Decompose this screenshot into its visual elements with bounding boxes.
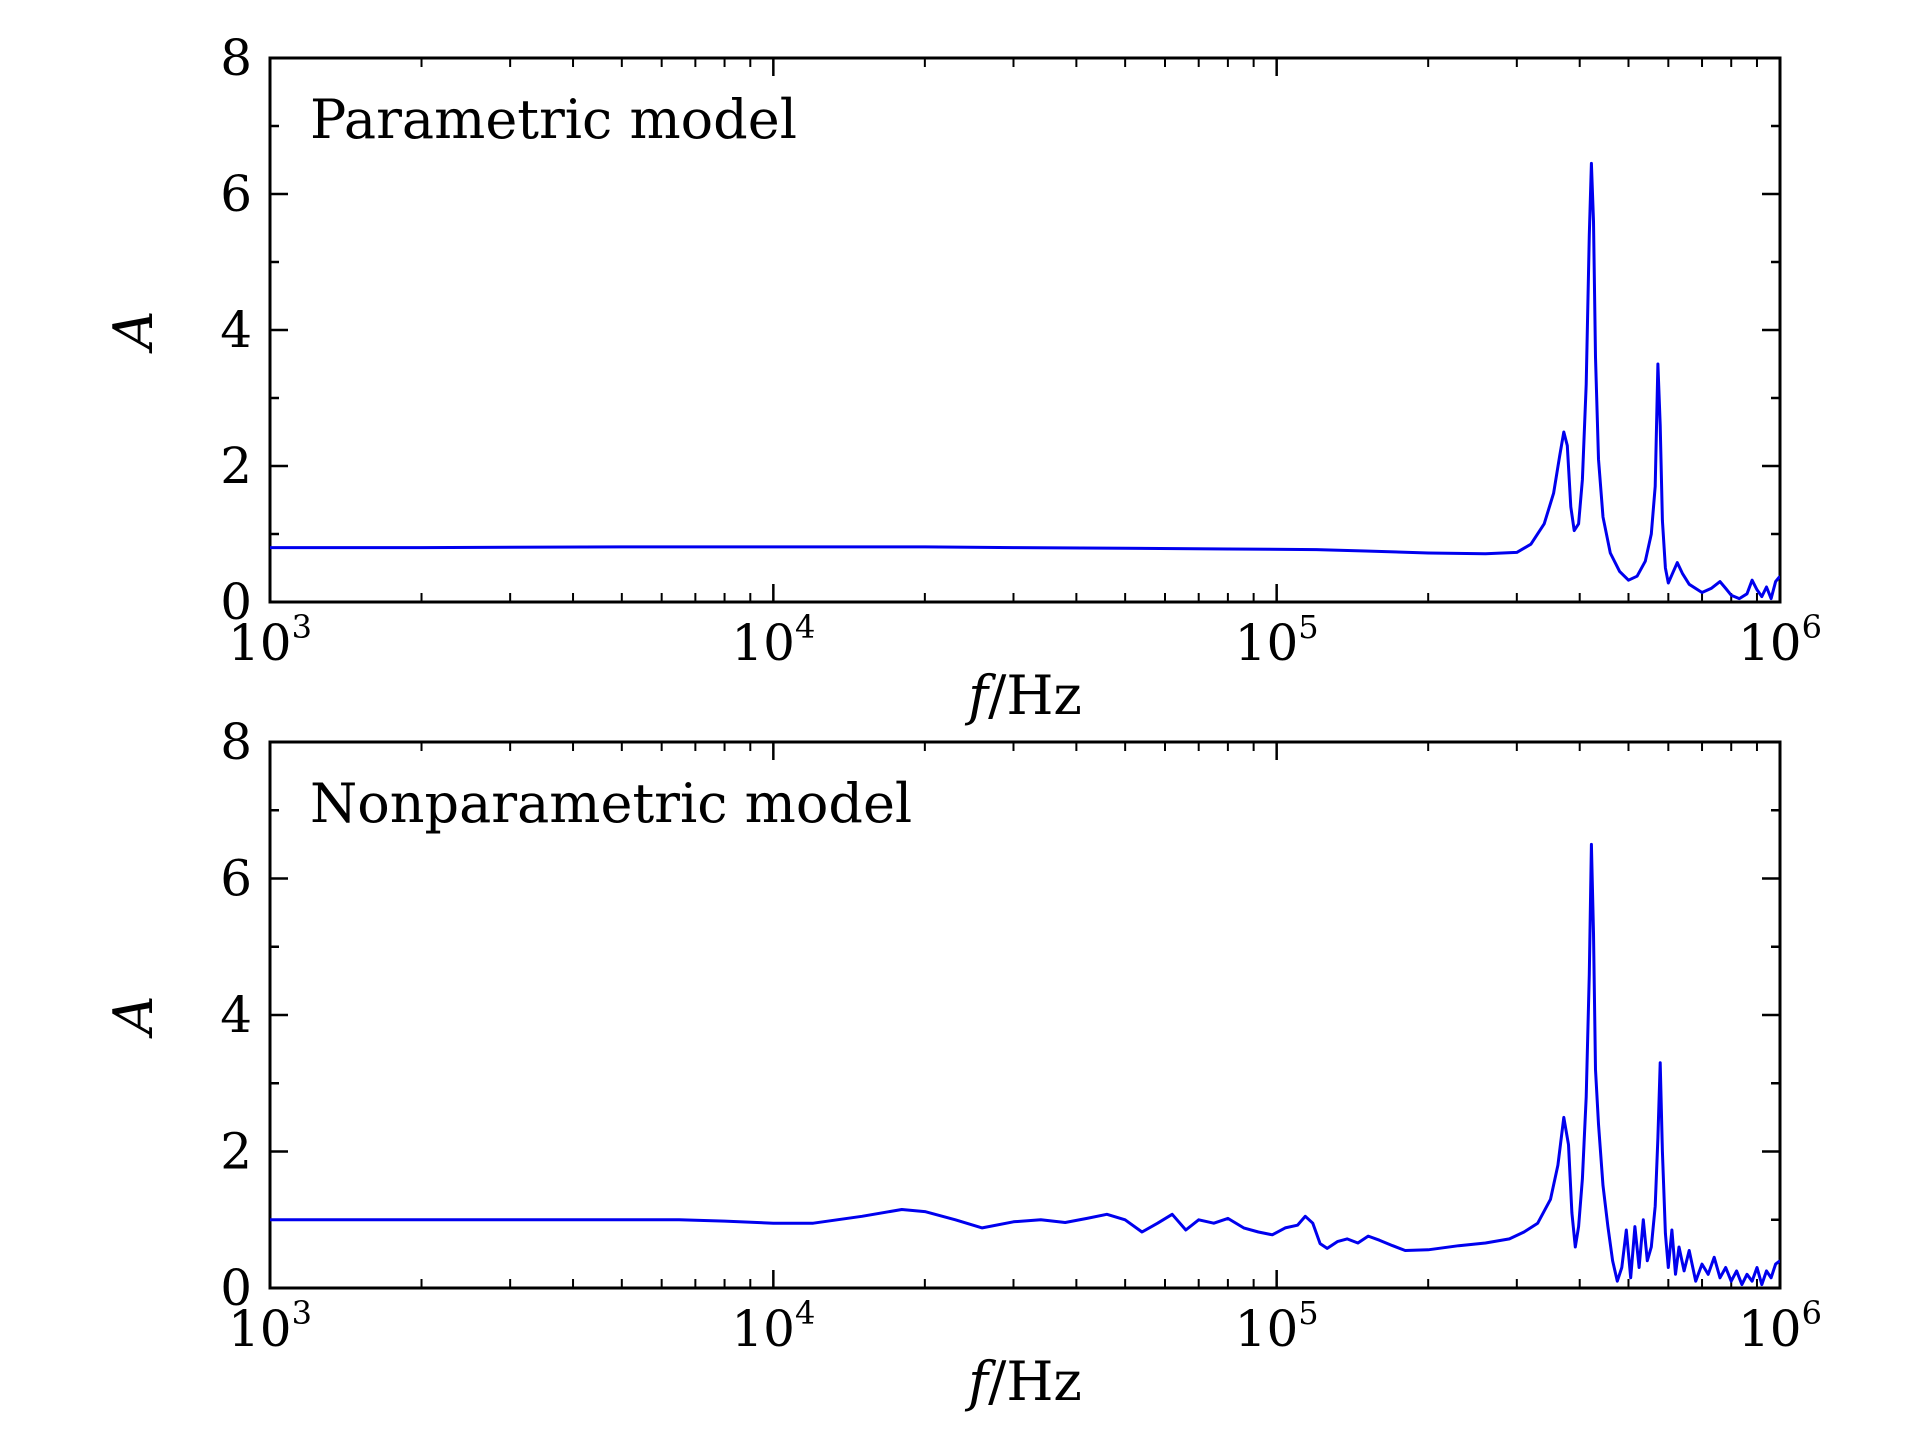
x-tick-label-base: 10 xyxy=(731,614,795,672)
y-tick-label: 4 xyxy=(220,986,252,1044)
x-tick-label-base: 10 xyxy=(1235,614,1299,672)
series-line xyxy=(270,842,1780,1287)
y-tick-label: 2 xyxy=(220,1123,252,1181)
x-tick-label-base: 10 xyxy=(1738,614,1802,672)
x-tick-label: 103 xyxy=(228,608,312,672)
x-tick-label-base: 10 xyxy=(1235,1300,1299,1358)
y-tick-label: 8 xyxy=(220,713,252,771)
y-tick-label: 0 xyxy=(220,573,252,631)
x-tick-label-base: 10 xyxy=(731,1300,795,1358)
x-tick-label-exponent: 4 xyxy=(795,608,815,646)
x-tick-label: 106 xyxy=(1738,608,1822,672)
y-tick-label: 0 xyxy=(220,1259,252,1317)
x-tick-label-base: 10 xyxy=(228,1300,292,1358)
y-tick-label: 4 xyxy=(220,301,252,359)
x-tick-label: 106 xyxy=(1738,1294,1822,1358)
y-tick-label: 6 xyxy=(220,165,252,223)
x-tick-label: 105 xyxy=(1235,1294,1319,1358)
x-tick-label-base: 10 xyxy=(228,614,292,672)
x-tick-label: 103 xyxy=(228,1294,312,1358)
y-tick-label: 6 xyxy=(220,850,252,908)
y-tick-label: 8 xyxy=(220,29,252,87)
y-axis-label: A xyxy=(102,311,165,355)
x-tick-label-exponent: 6 xyxy=(1802,608,1822,646)
series-line xyxy=(270,161,1780,601)
x-tick-label-exponent: 3 xyxy=(292,1294,312,1332)
x-tick-label-base: 10 xyxy=(1738,1300,1802,1358)
x-axis-label-unit: /Hz xyxy=(988,664,1082,727)
panel-label: Parametric model xyxy=(310,88,797,151)
x-axis-label: f/Hz xyxy=(964,1350,1082,1413)
panel-label: Nonparametric model xyxy=(310,772,912,835)
x-tick-label: 105 xyxy=(1235,608,1319,672)
x-axis-label-unit: /Hz xyxy=(988,1350,1082,1413)
y-tick-label: 2 xyxy=(220,437,252,495)
x-tick-label: 104 xyxy=(731,608,815,672)
x-tick-label-exponent: 5 xyxy=(1298,608,1318,646)
x-tick-label-exponent: 3 xyxy=(292,608,312,646)
x-axis-label: f/Hz xyxy=(964,664,1082,727)
x-tick-label-exponent: 5 xyxy=(1298,1294,1318,1332)
x-tick-label-exponent: 4 xyxy=(795,1294,815,1332)
x-tick-label: 104 xyxy=(731,1294,815,1358)
y-axis-label: A xyxy=(102,996,165,1040)
x-tick-label-exponent: 6 xyxy=(1802,1294,1822,1332)
